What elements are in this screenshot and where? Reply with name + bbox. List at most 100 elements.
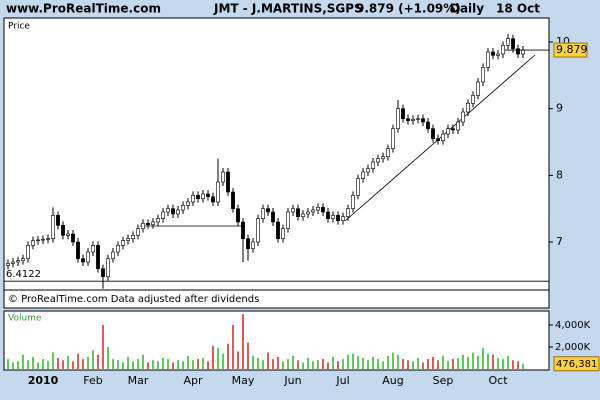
candle-body bbox=[106, 258, 110, 277]
candle-body bbox=[41, 239, 45, 241]
candle-body bbox=[271, 211, 275, 223]
volume-bar bbox=[192, 360, 194, 369]
candle-body bbox=[26, 245, 30, 259]
candle-body bbox=[221, 171, 225, 183]
volume-bar bbox=[467, 356, 469, 369]
volume-bar bbox=[412, 361, 414, 369]
volume-bar bbox=[247, 342, 249, 369]
trend-line bbox=[344, 54, 536, 222]
volume-bar bbox=[377, 359, 379, 369]
candle-body bbox=[281, 228, 285, 239]
candle-body bbox=[256, 218, 260, 243]
candle-body bbox=[366, 168, 370, 173]
volume-bar bbox=[77, 353, 79, 369]
x-tick-label: Aug bbox=[382, 374, 403, 387]
site-name: www.ProRealTime.com bbox=[6, 2, 161, 16]
volume-bar bbox=[457, 357, 459, 369]
candle-body bbox=[426, 121, 430, 129]
volume-bar bbox=[37, 362, 39, 369]
x-tick-label: 2010 bbox=[28, 374, 59, 387]
volume-bar bbox=[512, 360, 514, 369]
candle-body bbox=[16, 260, 20, 263]
candle-body bbox=[116, 245, 120, 253]
volume-bar bbox=[252, 355, 254, 369]
x-tick-label: Sep bbox=[433, 374, 454, 387]
candle-body bbox=[336, 215, 340, 221]
panel-label: Price bbox=[8, 22, 30, 32]
volume-bar bbox=[437, 360, 439, 369]
volume-bar bbox=[102, 324, 104, 369]
volume-bar bbox=[117, 360, 119, 369]
candle-body bbox=[476, 81, 480, 96]
candle-body bbox=[171, 208, 175, 215]
last-volume-label: 476,381 bbox=[556, 359, 597, 370]
candle-body bbox=[226, 171, 230, 193]
panel-label: Volume bbox=[8, 314, 42, 324]
instrument-title: JMT - J.MARTINS,SGPS bbox=[213, 2, 363, 16]
candle-body bbox=[176, 209, 180, 215]
candle-body bbox=[356, 178, 360, 196]
candle-body bbox=[321, 207, 325, 213]
candle-body bbox=[451, 128, 455, 131]
volume-bar bbox=[417, 357, 419, 369]
candle-body bbox=[21, 258, 25, 261]
candle-body bbox=[46, 238, 50, 240]
volume-bar bbox=[497, 357, 499, 369]
candle-body bbox=[441, 133, 445, 141]
volume-bar bbox=[137, 359, 139, 369]
candle-body bbox=[506, 38, 510, 46]
candle-body bbox=[326, 211, 330, 219]
candle-body bbox=[66, 233, 70, 236]
volume-bar bbox=[347, 354, 349, 369]
volume-bar bbox=[52, 352, 54, 369]
volume-bar bbox=[72, 361, 74, 369]
volume-bar bbox=[177, 360, 179, 369]
volume-bar bbox=[432, 356, 434, 369]
volume-bar bbox=[57, 357, 59, 369]
volume-bar bbox=[462, 354, 464, 369]
volume-bar bbox=[332, 356, 334, 369]
candle-body bbox=[151, 221, 155, 225]
candle-body bbox=[36, 239, 40, 242]
volume-bar bbox=[67, 355, 69, 369]
volume-bar bbox=[472, 352, 474, 369]
volume-bar bbox=[327, 362, 329, 369]
volume-bar bbox=[222, 353, 224, 369]
y-tick-label: 8 bbox=[556, 168, 563, 181]
y-tick-label: 2,000K bbox=[555, 342, 591, 353]
candle-body bbox=[396, 108, 400, 129]
candle-body bbox=[51, 215, 55, 239]
x-tick-label: Apr bbox=[183, 374, 203, 387]
candle-body bbox=[471, 95, 475, 104]
candle-body bbox=[516, 48, 520, 55]
volume-bar bbox=[62, 360, 64, 369]
candle-body bbox=[481, 67, 485, 83]
volume-bar bbox=[232, 324, 234, 369]
candle-body bbox=[201, 193, 205, 199]
candle-body bbox=[161, 211, 165, 219]
candle-body bbox=[456, 121, 460, 131]
volume-bar bbox=[97, 354, 99, 369]
candle-body bbox=[86, 251, 90, 263]
y-tick-label: 7 bbox=[556, 235, 563, 248]
volume-bar bbox=[107, 346, 109, 369]
volume-bar bbox=[492, 354, 494, 369]
candle-body bbox=[126, 238, 130, 241]
candle-body bbox=[261, 208, 265, 219]
volume-bar bbox=[427, 359, 429, 369]
volume-bar bbox=[522, 363, 524, 369]
quote: 9.879 (+1.09%) bbox=[356, 2, 461, 16]
volume-bar bbox=[447, 361, 449, 369]
volume-bar bbox=[262, 360, 264, 369]
candle-body bbox=[406, 118, 410, 121]
volume-bar bbox=[297, 360, 299, 369]
candle-body bbox=[466, 103, 470, 113]
price-panel bbox=[3, 17, 550, 309]
volume-bar bbox=[217, 348, 219, 369]
volume-bar bbox=[517, 361, 519, 369]
candle-body bbox=[291, 208, 295, 213]
volume-bar bbox=[367, 360, 369, 369]
candle-body bbox=[266, 208, 270, 213]
candle-body bbox=[191, 195, 195, 203]
candle-body bbox=[276, 221, 280, 239]
